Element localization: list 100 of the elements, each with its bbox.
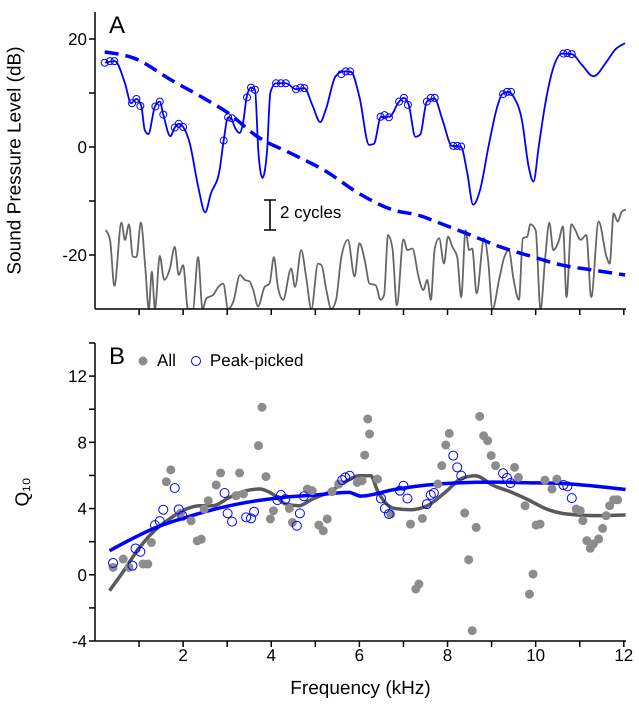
point (228, 114, 236, 122)
point (158, 504, 168, 515)
point (394, 486, 405, 496)
point (452, 462, 462, 472)
point (249, 506, 260, 517)
point (227, 516, 238, 527)
point (272, 79, 280, 88)
point (136, 102, 144, 110)
point (337, 475, 348, 486)
point (159, 110, 168, 119)
point (243, 93, 252, 102)
point (132, 94, 140, 103)
annotation: 2 cycles (280, 203, 342, 222)
point (100, 58, 109, 67)
point (346, 67, 354, 76)
point (499, 90, 508, 98)
y-tick-label: 20 (68, 30, 87, 50)
y-axis-title: Q₁₀ (12, 477, 34, 507)
point (506, 88, 515, 96)
x-tick-label: 10 (526, 646, 546, 666)
point (280, 494, 290, 504)
point (426, 94, 435, 102)
point (402, 493, 412, 504)
point (170, 483, 180, 494)
point (128, 99, 136, 108)
point (448, 450, 458, 461)
point (344, 470, 355, 481)
point (296, 84, 304, 92)
point (292, 520, 302, 531)
x-tick-label: 6 (354, 646, 364, 666)
y-tick-label: 8 (78, 433, 87, 452)
y-tick-label: -20 (62, 246, 87, 266)
point (174, 504, 184, 514)
annotation: A (109, 12, 126, 39)
point (563, 49, 572, 58)
point (154, 516, 165, 526)
point (340, 472, 350, 482)
point (110, 57, 118, 66)
y-tick-label: 12 (68, 367, 87, 386)
x-tick-label: 12 (614, 646, 634, 666)
point (457, 142, 466, 150)
point (422, 98, 431, 106)
point (300, 84, 308, 92)
point (220, 488, 230, 498)
point (246, 84, 255, 92)
point (503, 88, 512, 96)
point (220, 136, 228, 145)
point (380, 111, 389, 120)
point (449, 142, 458, 150)
y-tick-label: 4 (78, 500, 87, 519)
x-tick-label: 4 (266, 646, 276, 666)
point (337, 70, 346, 78)
point (422, 499, 432, 510)
point (298, 491, 309, 502)
point (395, 98, 404, 106)
point (558, 480, 568, 490)
point (224, 113, 232, 122)
point (376, 112, 385, 121)
point (384, 113, 393, 122)
legend-label: Peak-picked (210, 351, 304, 371)
point (179, 123, 188, 132)
x-tick-label: 2 (178, 646, 188, 666)
point (376, 493, 386, 504)
point (426, 490, 436, 500)
point (151, 102, 160, 110)
point (108, 558, 118, 568)
point (568, 50, 576, 58)
point (282, 79, 290, 88)
point (559, 50, 568, 58)
point (250, 86, 259, 94)
y-tick-label: -4 (72, 632, 87, 652)
point (135, 546, 146, 557)
y-tick-label: 0 (78, 138, 87, 158)
point (506, 478, 516, 488)
point (156, 98, 164, 106)
point (276, 79, 285, 88)
point (456, 470, 466, 481)
point (404, 100, 412, 109)
point (428, 488, 439, 498)
point (430, 94, 439, 102)
point (398, 480, 408, 491)
point (566, 493, 577, 504)
point (170, 124, 179, 132)
y-tick-label: 0 (78, 566, 87, 585)
point (272, 495, 282, 506)
point (400, 94, 408, 102)
annotation: B (109, 343, 126, 370)
point (453, 142, 462, 150)
point (177, 510, 188, 521)
x-tick-label: 8 (442, 646, 452, 666)
point (130, 543, 141, 554)
point (498, 468, 508, 478)
point (562, 481, 572, 492)
point (222, 508, 233, 518)
y-axis-title: Sound Pressure Level (dB) (4, 46, 26, 275)
legend-label: All (157, 351, 176, 371)
point (294, 508, 305, 518)
point (384, 509, 394, 520)
point (246, 513, 256, 524)
point (174, 120, 183, 128)
